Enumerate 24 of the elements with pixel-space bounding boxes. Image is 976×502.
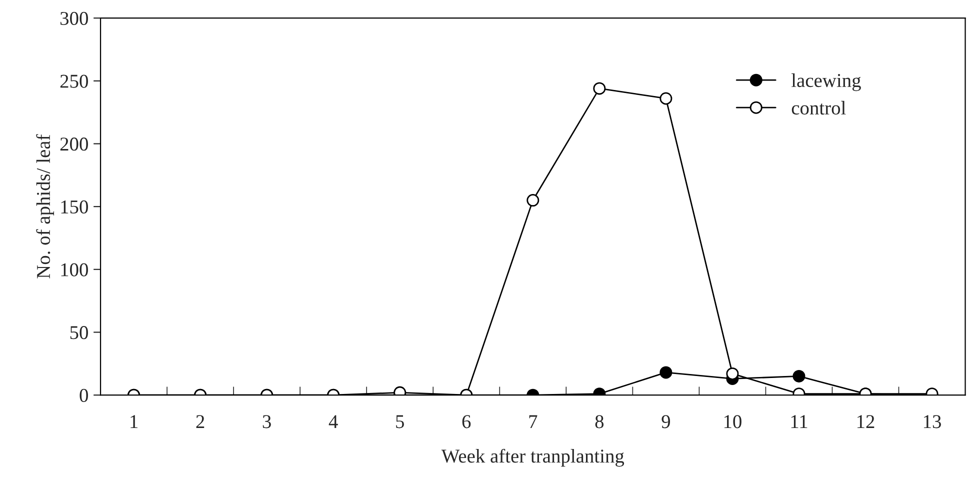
x-tick-label: 4 <box>328 415 338 428</box>
x-tick-label: 8 <box>595 415 604 428</box>
y-tick-label: 100 <box>61 263 88 276</box>
y-axis-title: No. of aphids/ leaf <box>36 134 54 278</box>
x-tick-label: 7 <box>529 415 538 428</box>
x-tick-label: 2 <box>196 415 204 428</box>
x-axis-title: Week after tranplanting <box>441 448 624 467</box>
x-tick-label: 12 <box>857 415 874 428</box>
x-tick-label: 11 <box>791 415 808 428</box>
legend-label: lacewing <box>791 73 861 92</box>
x-tick-label: 9 <box>662 415 670 428</box>
x-tick-label: 6 <box>462 415 471 428</box>
y-tick-label: 150 <box>61 200 88 214</box>
x-tick-label: 5 <box>396 415 404 428</box>
y-tick-label: 200 <box>60 138 88 151</box>
legend-label: control <box>792 100 846 115</box>
x-tick-label: 10 <box>724 415 742 428</box>
y-tick-label: 300 <box>60 12 88 26</box>
x-tick-label: 3 <box>262 415 271 428</box>
x-tick-label: 1 <box>130 415 138 428</box>
y-tick-label: 0 <box>80 388 88 402</box>
y-tick-label: 50 <box>70 326 88 340</box>
x-tick-label: 13 <box>924 415 941 428</box>
y-tick-label: 250 <box>60 74 88 88</box>
